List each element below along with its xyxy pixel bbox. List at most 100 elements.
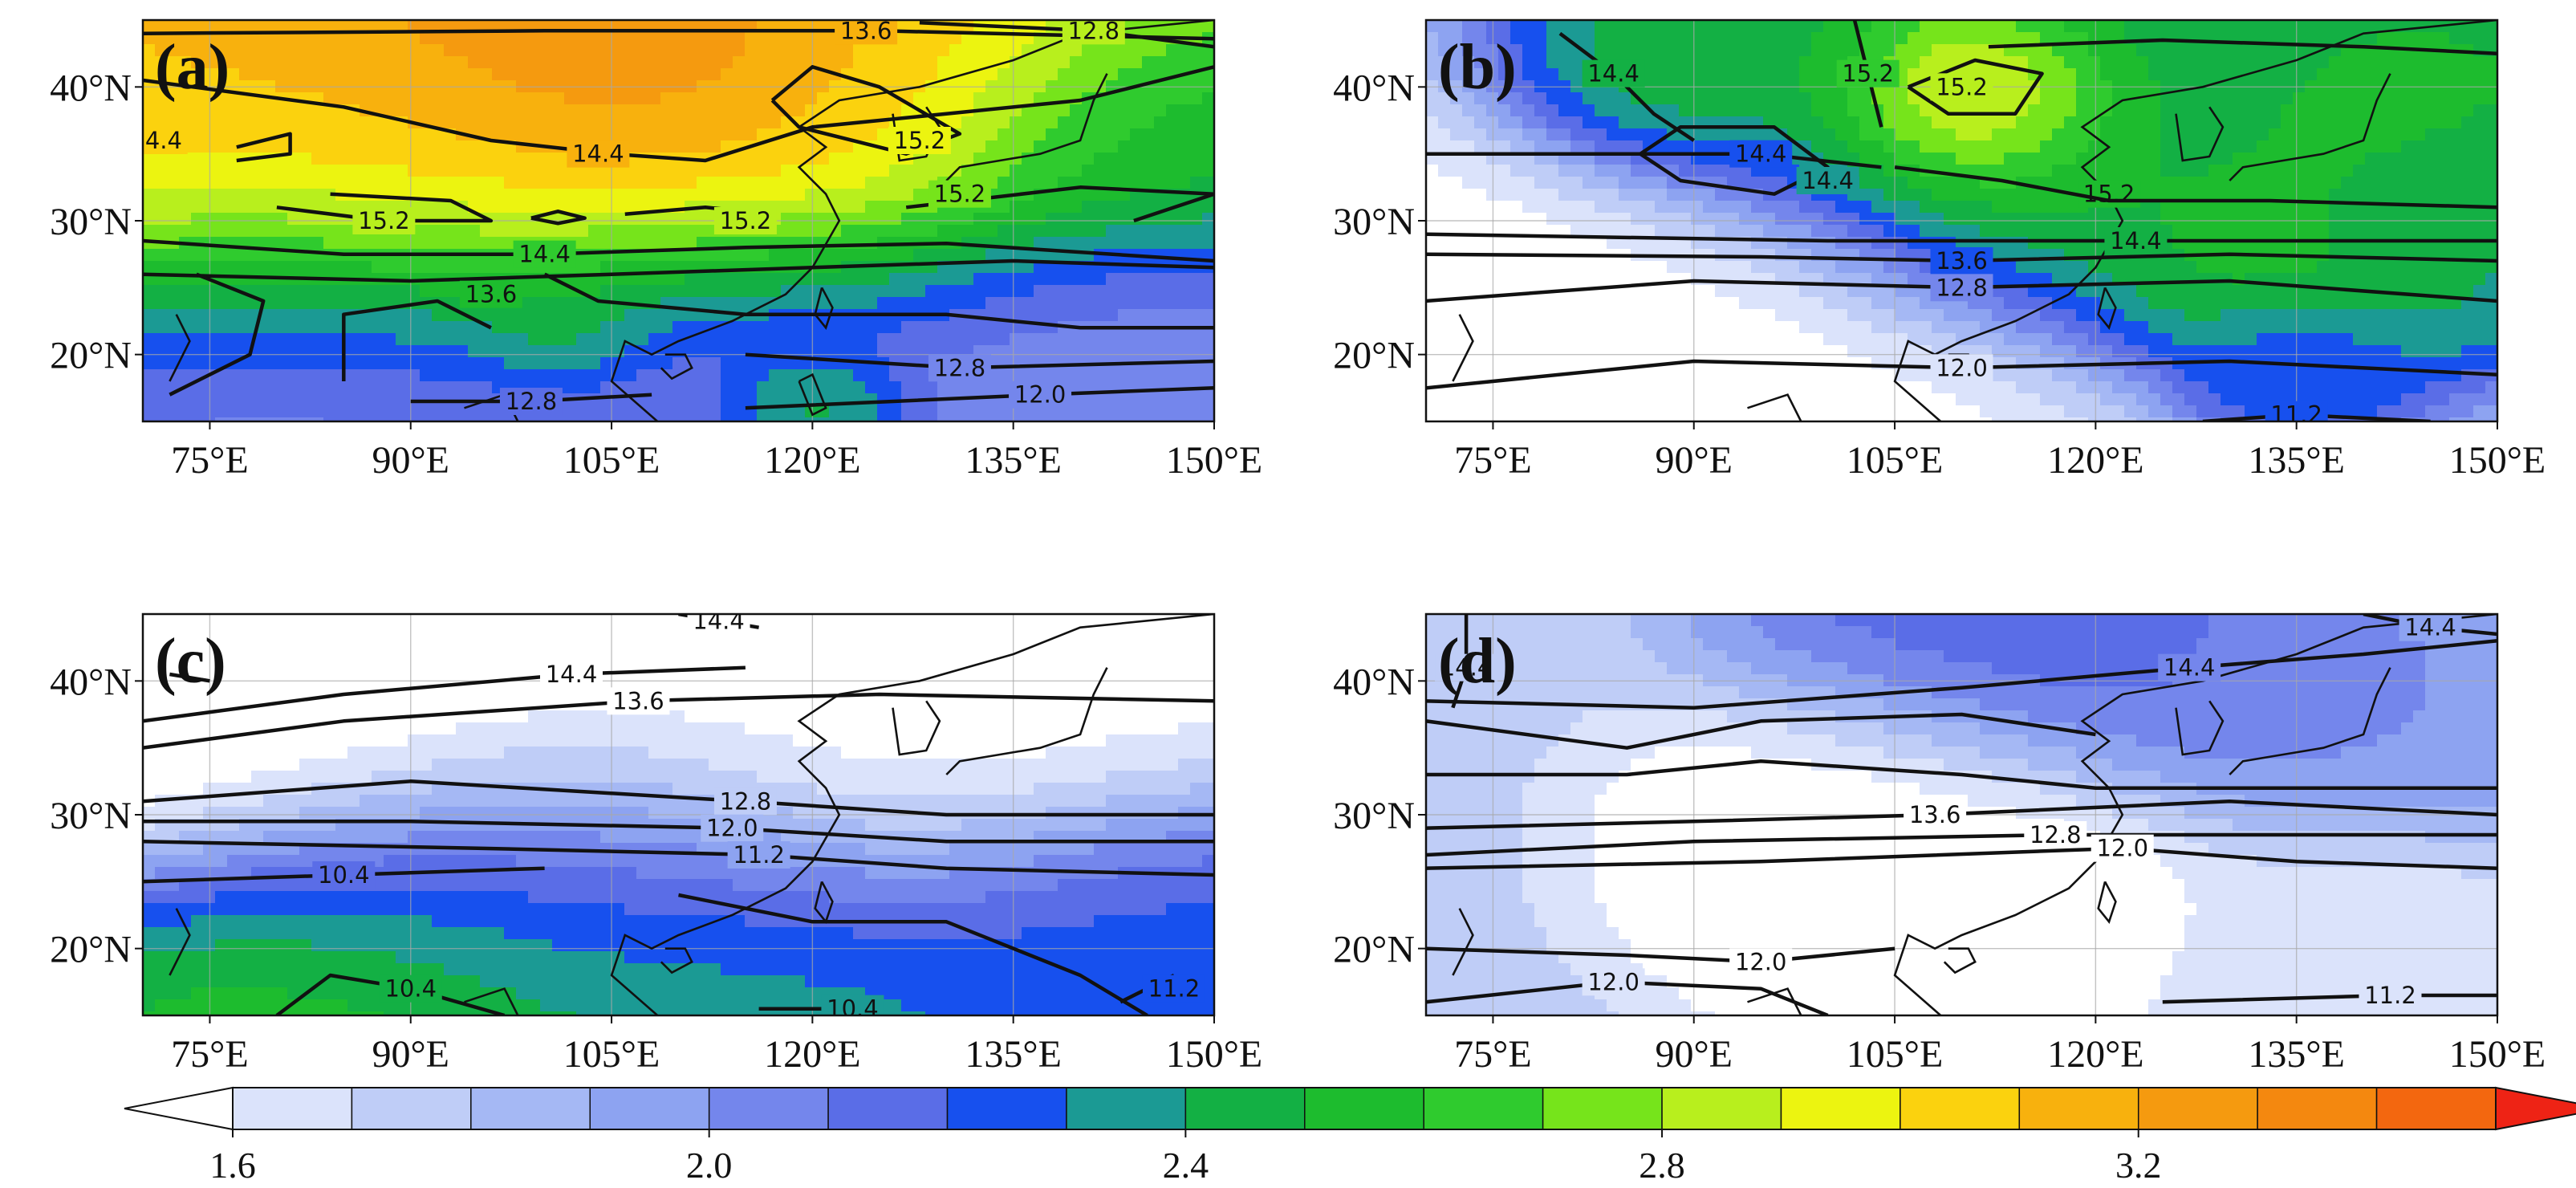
- contour-line: [1426, 232, 2497, 243]
- colorbar-tick-label: 3.2: [2115, 1145, 2162, 1186]
- colorbar-segment: [232, 1087, 353, 1130]
- colorbar-tick-label: 2.8: [1639, 1145, 1685, 1186]
- panel-label: (b): [1438, 32, 1517, 103]
- coastline: [2175, 106, 2225, 162]
- contour-label: 13.6: [612, 687, 664, 714]
- colorbar-extend-max: [2495, 1086, 2576, 1131]
- contour-label: 12.8: [1936, 274, 1988, 301]
- colorbar-segment: [470, 1087, 591, 1130]
- lon-tick-label: 135°E: [965, 439, 1062, 482]
- coastline: [2229, 73, 2391, 181]
- contour-line: [905, 185, 1214, 223]
- contour-label: 14.4: [2404, 614, 2456, 641]
- contour-line: [276, 192, 494, 223]
- lon-tick-label: 90°E: [1655, 439, 1733, 482]
- contour-label: 14.4: [572, 140, 624, 168]
- coastline: [2229, 667, 2391, 775]
- colorbar-segment: [1423, 1087, 1544, 1130]
- lat-tick-label: 40°N: [1333, 661, 1415, 703]
- contour-label: 14.4: [518, 241, 571, 268]
- contour-label: 11.2: [733, 841, 785, 869]
- lon-tick-label: 150°E: [2449, 1033, 2546, 1076]
- coastline: [2175, 700, 2225, 756]
- colorbar-segment: [2375, 1087, 2497, 1130]
- coastline: [1452, 314, 1474, 382]
- contour-label: 10.4: [318, 861, 370, 889]
- colorbar-tick-label: 1.6: [209, 1145, 256, 1186]
- contour-label: 14.4: [546, 661, 598, 688]
- contour-label: 11.2: [1148, 975, 1201, 1003]
- contours: 13.6 12.814.4 15.215.214.415.2 15.214.413.6…: [143, 17, 1214, 415]
- contour-label: 13.6: [1936, 247, 1988, 275]
- colorbar-extend-min: [124, 1086, 234, 1131]
- coastline: [660, 353, 693, 380]
- contour-line: [169, 672, 210, 683]
- lon-tick-label: 90°E: [372, 439, 449, 482]
- contour-line: [143, 65, 1214, 163]
- lon-tick-label: 120°E: [764, 1033, 861, 1076]
- contour-line: [342, 299, 492, 381]
- contour-line: [1558, 31, 1696, 142]
- coastline: [610, 614, 1214, 1015]
- lon-tick-label: 105°E: [1847, 439, 1944, 482]
- contour-label: 14.4: [693, 607, 745, 634]
- lon-tick-label: 150°E: [1166, 1033, 1263, 1076]
- contour-label: 12.8: [506, 388, 558, 415]
- contour-label: 14.4: [1735, 140, 1787, 168]
- colorbar-segment: [1066, 1087, 1187, 1130]
- lon-tick-label: 120°E: [2047, 439, 2144, 482]
- colorbar-segment: [1780, 1087, 1901, 1130]
- contour-label: 13.6: [1909, 801, 1961, 828]
- contour-label: 14.4: [1587, 60, 1639, 87]
- lat-tick-label: 40°N: [50, 67, 132, 109]
- contours: 14.4 14.4 14.4 13.6 12.8 12.0 12.0 12.0 11.2: [1426, 614, 2497, 1015]
- contours: 14.4 15.2 15.2 14.4 14.4 15.2 14.4 13.612.8 12.0…: [1426, 20, 2497, 429]
- contour-label: 12.0: [1014, 381, 1067, 409]
- lat-tick-label: 20°N: [1333, 335, 1415, 377]
- coastlines: [169, 614, 1214, 1015]
- lon-tick-label: 105°E: [1847, 1033, 1944, 1076]
- contour-label: 12.0: [1735, 948, 1787, 975]
- contour-line: [1894, 165, 2497, 210]
- lon-tick-label: 135°E: [965, 1033, 1062, 1076]
- contour-label: 13.6: [840, 17, 892, 44]
- lon-tick-label: 90°E: [1655, 1033, 1733, 1076]
- contour-line: [143, 238, 1214, 263]
- colorbar-segment: [946, 1087, 1067, 1130]
- colorbar-segment: [827, 1087, 949, 1130]
- contour-label: 15.2: [894, 127, 946, 154]
- contour-line: [275, 973, 506, 1015]
- colorbar-segment: [2137, 1087, 2258, 1130]
- contour-label: 15.2: [1842, 60, 1894, 87]
- contour-line: [1988, 38, 2497, 55]
- contour-label: 15.2: [720, 207, 772, 234]
- panel-label: (a): [155, 32, 230, 103]
- contour-line: [678, 893, 1148, 1015]
- contour-label: 15.2: [358, 207, 410, 234]
- lat-tick-label: 30°N: [50, 795, 132, 837]
- lat-tick-label: 40°N: [50, 661, 132, 703]
- colorbar-tick-label: 2.4: [1163, 1145, 1209, 1186]
- map-panel: 14.4 15.2 15.2 14.4 14.4 15.2 14.4 13.612.8 12.0…: [1333, 18, 2546, 482]
- coastline: [1747, 987, 1802, 1015]
- lon-tick-label: 75°E: [171, 439, 249, 482]
- coastline: [1452, 908, 1474, 976]
- coastline: [945, 667, 1108, 775]
- lat-tick-label: 30°N: [50, 201, 132, 243]
- lat-tick-label: 20°N: [50, 929, 132, 971]
- contour-label: 14.4: [1802, 167, 1854, 194]
- lon-tick-label: 75°E: [1454, 1033, 1532, 1076]
- contours: 14.414.413.612.812.011.210.410.410.411.2: [143, 607, 1214, 1015]
- coastline: [169, 314, 191, 382]
- lat-tick-label: 20°N: [50, 335, 132, 377]
- colorbar-segment: [2018, 1087, 2139, 1130]
- map-panel: 14.414.413.612.812.011.210.410.410.411.2…: [50, 607, 1263, 1076]
- contour-label: 14.4: [1440, 654, 1493, 681]
- contour-line: [1426, 946, 1895, 964]
- lon-tick-label: 105°E: [563, 1033, 660, 1076]
- colorbar-segment: [2257, 1087, 2378, 1130]
- contour-line: [770, 65, 962, 156]
- contour-label: 11.2: [2270, 401, 2322, 429]
- contour-line: [236, 132, 292, 163]
- contour-line: [143, 665, 746, 723]
